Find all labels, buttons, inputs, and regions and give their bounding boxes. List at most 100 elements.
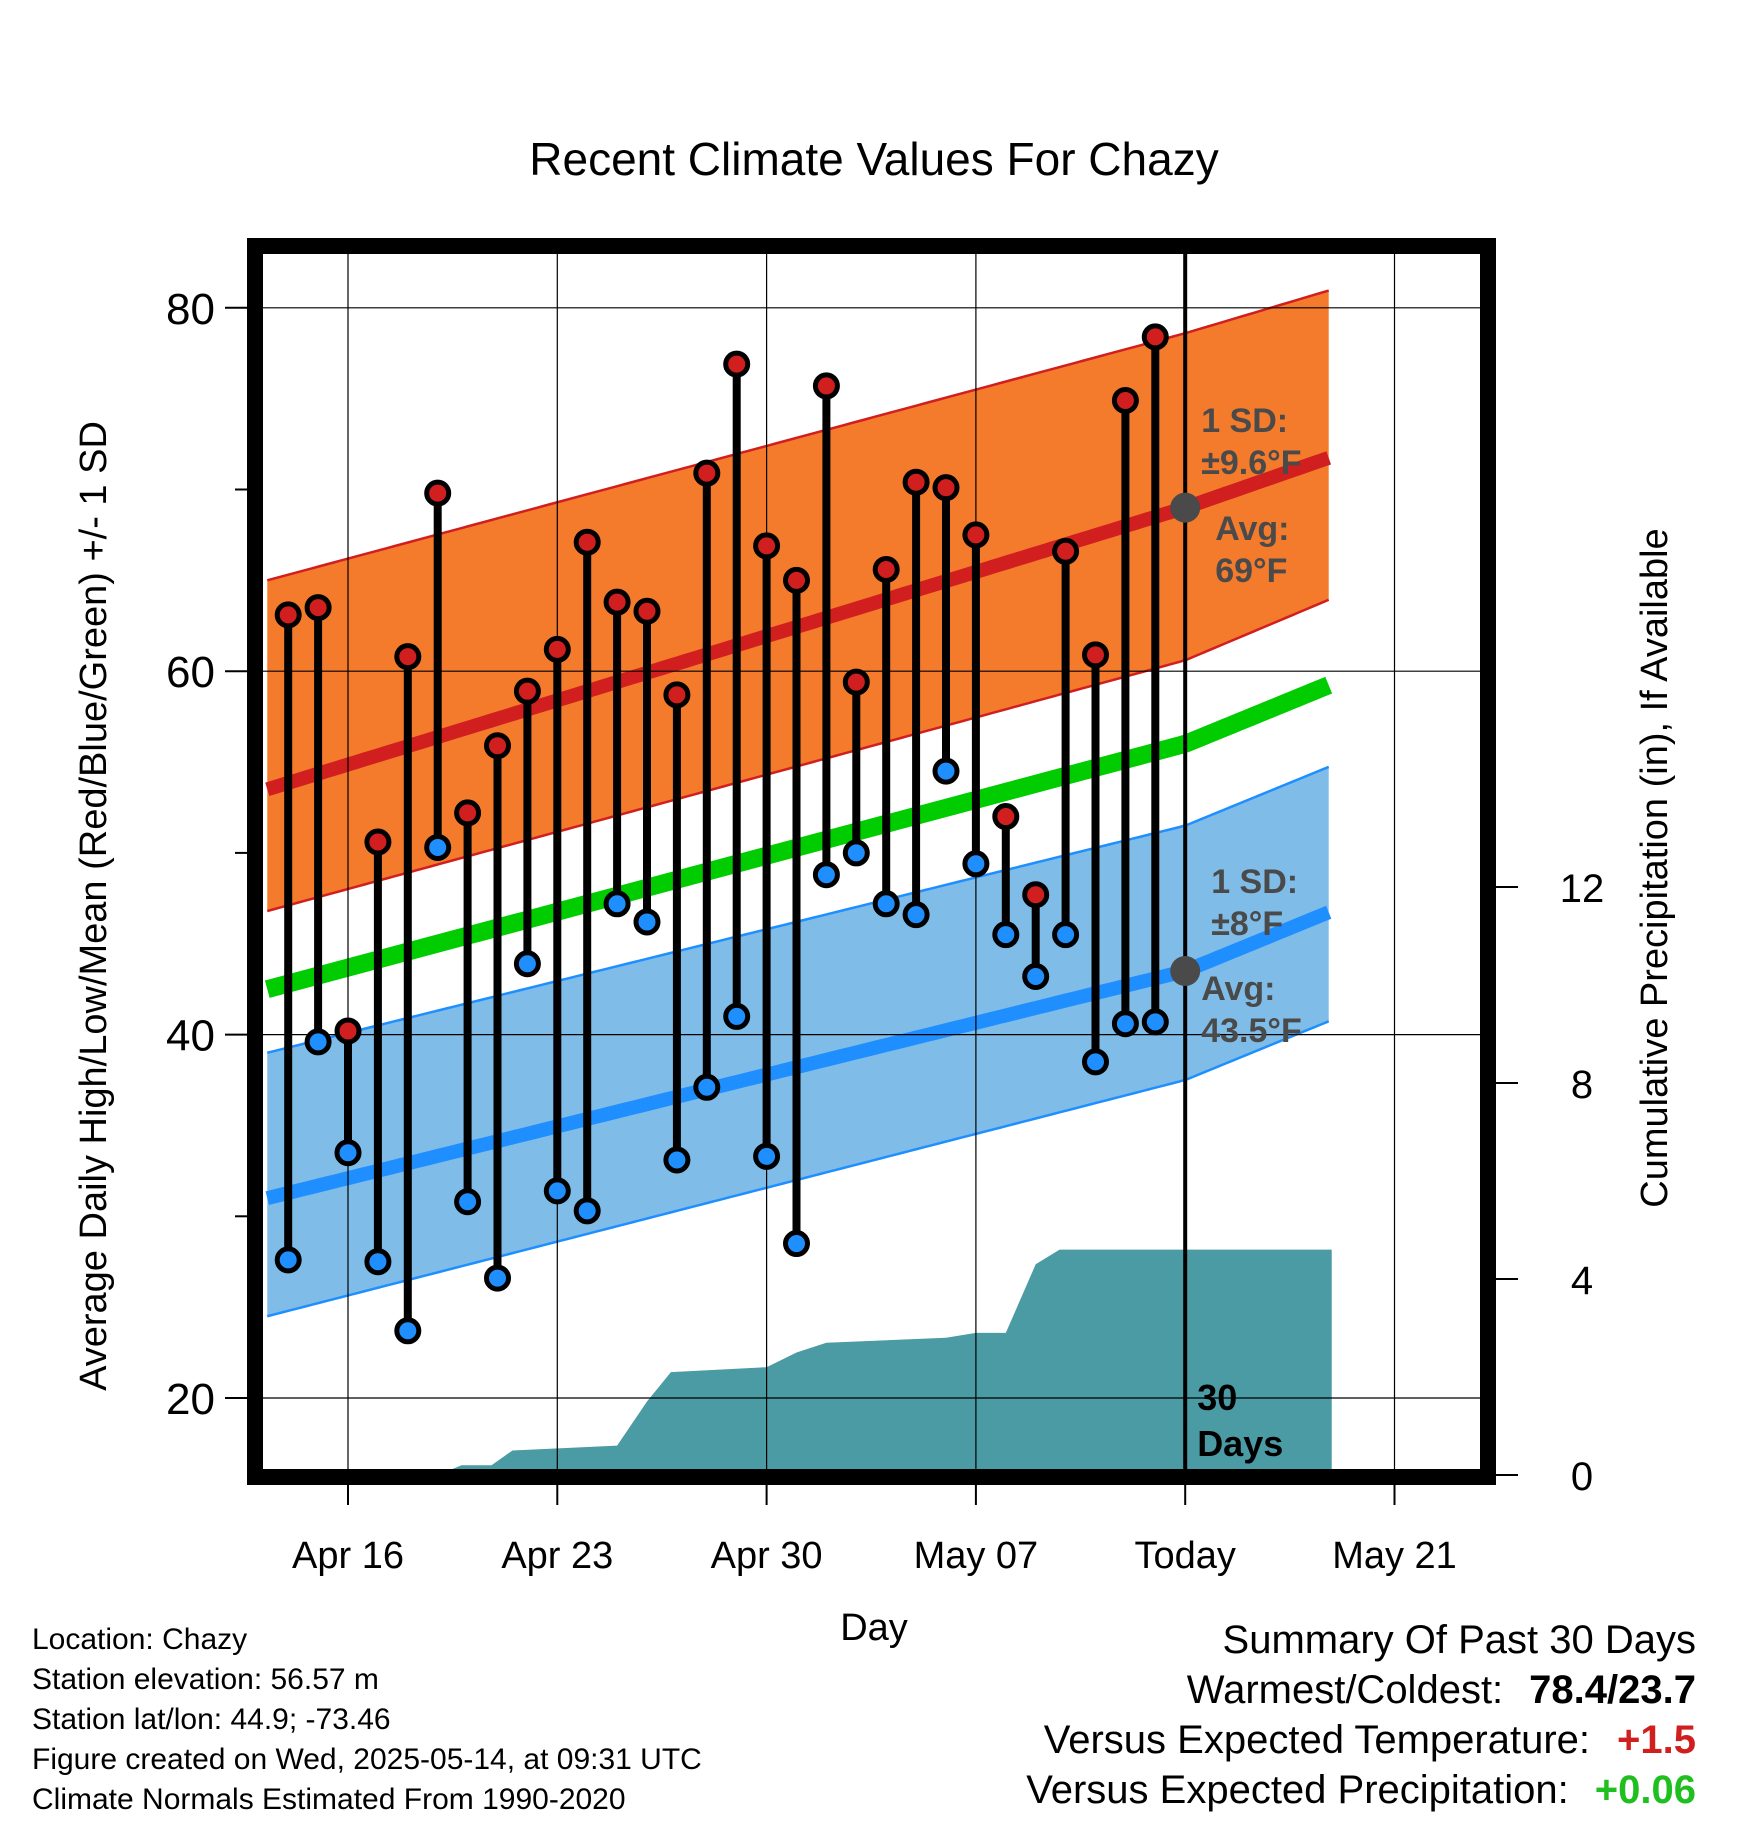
y-axis-label: Average Daily High/Low/Mean (Red/Blue/Gr…	[73, 421, 115, 1391]
window-days-number: 30	[1197, 1377, 1237, 1418]
x-tick-label: May 21	[1332, 1535, 1457, 1577]
y-tick-label: 40	[166, 1012, 215, 1061]
daily-low-point	[1141, 1008, 1169, 1036]
daily-low-point	[543, 1177, 571, 1205]
x-tick-label: May 07	[914, 1535, 1039, 1577]
daily-low-point	[663, 1146, 691, 1174]
daily-high-point	[962, 521, 990, 549]
summary-title: Summary Of Past 30 Days	[1222, 1618, 1696, 1662]
chart-title: Recent Climate Values For Chazy	[529, 133, 1218, 185]
daily-low-point	[633, 908, 661, 936]
today-low-avg-marker	[1170, 956, 1201, 987]
daily-high-point	[304, 594, 332, 622]
daily-high-point	[484, 732, 511, 760]
precip-area	[267, 1249, 1332, 1475]
daily-low-point	[693, 1073, 721, 1101]
daily-low-point	[962, 850, 990, 878]
temp-value: +1.5	[1617, 1718, 1696, 1762]
daily-high-point	[513, 677, 541, 705]
station-info: Location: Chazy Station elevation: 56.57…	[32, 1620, 702, 1820]
daily-low-point	[274, 1246, 302, 1274]
warmest-value: 78.4/23.7	[1529, 1668, 1696, 1712]
y-tick-label: 60	[166, 648, 215, 697]
daily-high-point	[573, 528, 601, 556]
daily-high-point	[842, 668, 870, 696]
daily-low-point	[304, 1028, 332, 1056]
daily-high-point	[364, 828, 392, 856]
daily-high-point	[992, 803, 1020, 831]
location-text: Location: Chazy	[32, 1623, 248, 1656]
summary-panel: Summary Of Past 30 Days Warmest/Coldest:…	[1026, 1615, 1696, 1815]
daily-high-point	[1082, 641, 1109, 669]
x-tick-label: Apr 16	[292, 1535, 404, 1577]
daily-high-point	[783, 566, 810, 594]
daily-high-point	[753, 532, 781, 560]
daily-low-point	[454, 1188, 482, 1216]
daily-high-point	[663, 681, 691, 709]
daily-high-point	[394, 643, 422, 671]
low-avg-title: Avg:	[1201, 970, 1275, 1008]
high-sd-value: ±9.6°F	[1201, 444, 1301, 482]
daily-low-point	[872, 890, 900, 918]
daily-high-point	[1022, 881, 1050, 909]
plot-area: 1 SD: ±9.6°F Avg: 69°F 1 SD: ±8°F Avg: 43.5°F 30…	[166, 238, 1604, 1577]
warmest-label: Warmest/Coldest:	[1186, 1668, 1504, 1712]
daily-high-point	[633, 597, 661, 625]
daily-low-point	[783, 1230, 810, 1258]
daily-high-point	[872, 555, 900, 583]
temp-label: Versus Expected Temperature:	[1043, 1718, 1590, 1762]
plot-frame	[247, 238, 1496, 1485]
daily-high-point	[693, 459, 721, 487]
daily-high-point	[603, 588, 631, 616]
daily-high-point	[723, 350, 751, 378]
daily-high-point	[902, 468, 930, 496]
y-tick-label: 80	[166, 285, 215, 334]
y2-axis-label: Cumulative Precipitation (in), If Availa…	[1634, 528, 1676, 1207]
daily-high-point	[334, 1017, 362, 1045]
x-tick-label: Apr 23	[501, 1535, 613, 1577]
daily-low-point	[484, 1264, 511, 1292]
y-tick-label: 20	[166, 1375, 215, 1424]
high-avg-title: Avg:	[1215, 510, 1289, 548]
daily-low-point	[1022, 962, 1050, 990]
daily-low-point	[902, 901, 930, 929]
normals-text: Climate Normals Estimated From 1990-2020	[32, 1783, 626, 1816]
today-high-avg-marker	[1170, 492, 1201, 523]
daily-low-point	[573, 1197, 601, 1225]
daily-high-point	[1111, 386, 1139, 414]
x-tick-label: Today	[1134, 1535, 1235, 1577]
daily-low-point	[513, 950, 541, 978]
daily-low-point	[334, 1139, 362, 1167]
daily-low-point	[723, 1002, 751, 1030]
window-days-unit: Days	[1197, 1423, 1283, 1464]
elevation-text: Station elevation: 56.57 m	[32, 1663, 379, 1696]
low-sd-title: 1 SD:	[1211, 863, 1298, 901]
precip-value: +0.06	[1594, 1768, 1696, 1812]
high-sd-title: 1 SD:	[1201, 402, 1288, 440]
daily-low-point	[364, 1248, 392, 1276]
daily-high-point	[1052, 537, 1080, 565]
summary-precip-row: Versus Expected Precipitation: +0.06	[1026, 1765, 1696, 1815]
x-axis-label: Day	[840, 1607, 908, 1649]
x-tick-label: Apr 30	[711, 1535, 823, 1577]
summary-temp-row: Versus Expected Temperature: +1.5	[1026, 1715, 1696, 1765]
daily-high-point	[274, 601, 302, 629]
daily-high-point	[454, 799, 482, 827]
precip-label: Versus Expected Precipitation:	[1026, 1768, 1569, 1812]
high-avg-value: 69°F	[1215, 552, 1287, 590]
daily-low-point	[842, 839, 870, 867]
daily-high-point	[932, 474, 960, 502]
daily-low-point	[932, 757, 960, 785]
y2-tick-label: 0	[1571, 1455, 1593, 1499]
latlon-text: Station lat/lon: 44.9; -73.46	[32, 1703, 391, 1736]
daily-low-point	[1111, 1010, 1139, 1038]
daily-low-point	[1082, 1048, 1109, 1076]
daily-low-point	[812, 861, 840, 889]
daily-low-point	[992, 921, 1020, 949]
daily-low-point	[1052, 921, 1080, 949]
y2-tick-label: 8	[1571, 1063, 1593, 1107]
daily-low-point	[394, 1317, 422, 1345]
daily-low-point	[603, 890, 631, 918]
daily-low-point	[753, 1142, 781, 1170]
